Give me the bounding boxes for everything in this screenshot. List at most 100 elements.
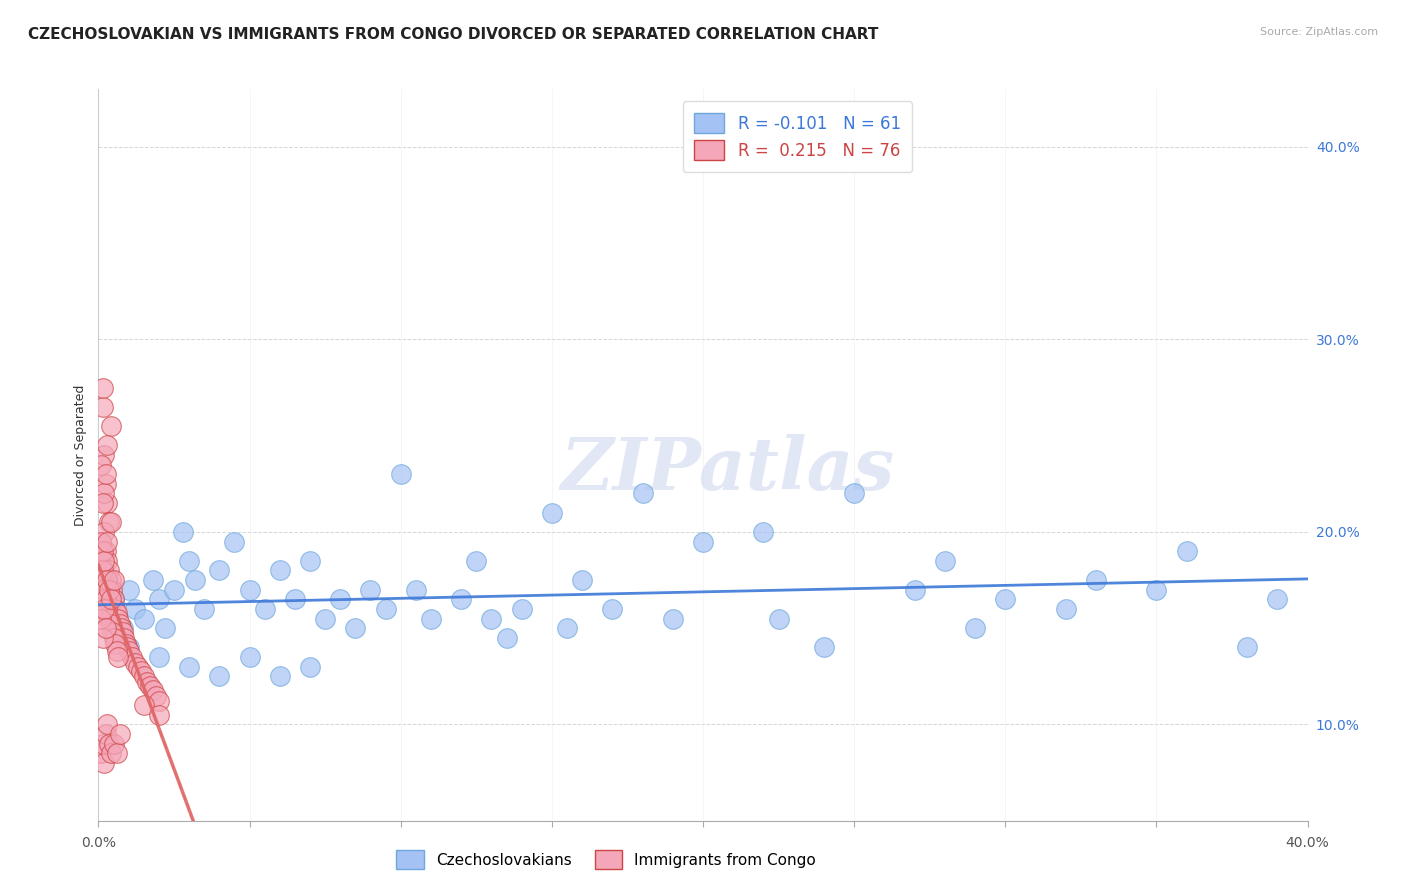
Text: CZECHOSLOVAKIAN VS IMMIGRANTS FROM CONGO DIVORCED OR SEPARATED CORRELATION CHART: CZECHOSLOVAKIAN VS IMMIGRANTS FROM CONGO… — [28, 27, 879, 42]
Point — [1146, 582, 1168, 597]
Point — [93, 524, 115, 539]
Point — [934, 554, 956, 568]
Point — [374, 602, 396, 616]
Point — [103, 592, 125, 607]
Point — [96, 496, 118, 510]
Point — [104, 602, 127, 616]
Point — [844, 486, 866, 500]
Point — [101, 582, 124, 597]
Point — [132, 669, 155, 683]
Point — [1085, 573, 1108, 587]
Point — [96, 554, 118, 568]
Point — [253, 602, 276, 616]
Point — [94, 467, 117, 482]
Point — [118, 582, 141, 597]
Legend: Czechoslovakians, Immigrants from Congo: Czechoslovakians, Immigrants from Congo — [391, 845, 823, 875]
Point — [193, 602, 215, 616]
Point — [299, 554, 322, 568]
Point — [118, 644, 141, 658]
Point — [124, 656, 146, 670]
Point — [103, 573, 125, 587]
Point — [107, 611, 129, 625]
Point — [110, 621, 132, 635]
Point — [405, 582, 427, 597]
Point — [96, 717, 118, 731]
Text: 40.0%: 40.0% — [1285, 836, 1330, 850]
Point — [100, 573, 122, 587]
Point — [98, 563, 121, 577]
Point — [91, 563, 114, 577]
Point — [107, 650, 129, 665]
Point — [148, 592, 170, 607]
Point — [495, 631, 517, 645]
Point — [481, 611, 503, 625]
Point — [510, 602, 533, 616]
Point — [94, 476, 117, 491]
Point — [100, 617, 122, 632]
Point — [98, 516, 121, 530]
Point — [631, 486, 654, 500]
Point — [269, 669, 291, 683]
Point — [129, 664, 152, 678]
Point — [299, 659, 322, 673]
Point — [111, 621, 134, 635]
Point — [118, 640, 141, 655]
Text: Source: ZipAtlas.com: Source: ZipAtlas.com — [1260, 27, 1378, 37]
Point — [602, 602, 624, 616]
Point — [450, 592, 472, 607]
Point — [98, 582, 121, 597]
Point — [555, 621, 578, 635]
Point — [344, 621, 367, 635]
Point — [93, 554, 115, 568]
Point — [994, 592, 1017, 607]
Point — [91, 496, 114, 510]
Point — [103, 631, 125, 645]
Point — [662, 611, 685, 625]
Text: ZIPatlas: ZIPatlas — [560, 434, 894, 505]
Point — [163, 582, 186, 597]
Point — [360, 582, 382, 597]
Point — [112, 631, 135, 645]
Point — [179, 659, 201, 673]
Point — [101, 625, 124, 640]
Point — [90, 534, 112, 549]
Point — [93, 448, 115, 462]
Point — [135, 675, 157, 690]
Point — [111, 625, 134, 640]
Point — [103, 592, 125, 607]
Point — [179, 554, 201, 568]
Point — [108, 617, 131, 632]
Point — [269, 563, 291, 577]
Point — [208, 563, 231, 577]
Point — [142, 682, 165, 697]
Point — [93, 602, 115, 616]
Point — [184, 573, 207, 587]
Point — [100, 746, 122, 760]
Point — [93, 582, 115, 597]
Point — [768, 611, 790, 625]
Point — [90, 746, 112, 760]
Point — [239, 650, 262, 665]
Point — [94, 727, 117, 741]
Point — [239, 582, 262, 597]
Point — [389, 467, 412, 482]
Point — [115, 640, 138, 655]
Point — [91, 400, 114, 414]
Point — [1267, 592, 1289, 607]
Point — [94, 621, 117, 635]
Point — [90, 611, 112, 625]
Point — [94, 592, 117, 607]
Point — [1054, 602, 1077, 616]
Point — [91, 737, 114, 751]
Y-axis label: Divorced or Separated: Divorced or Separated — [73, 384, 87, 525]
Point — [98, 611, 121, 625]
Point — [127, 659, 149, 673]
Point — [132, 698, 155, 713]
Point — [571, 573, 593, 587]
Text: 0.0%: 0.0% — [82, 836, 115, 850]
Point — [93, 756, 115, 770]
Point — [420, 611, 443, 625]
Point — [105, 606, 128, 620]
Point — [208, 669, 231, 683]
Point — [1236, 640, 1258, 655]
